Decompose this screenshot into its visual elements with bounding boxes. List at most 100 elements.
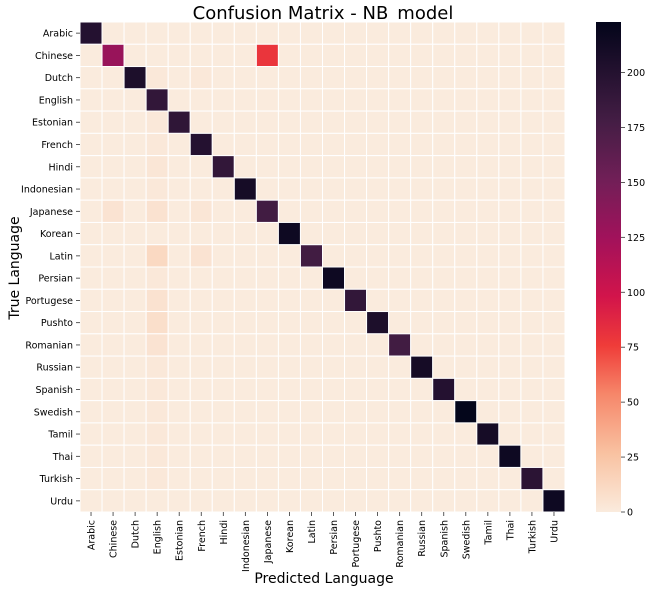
heatmap-cell — [211, 88, 235, 112]
heatmap-cell — [79, 377, 103, 402]
x-axis-title: Predicted Language — [254, 571, 393, 587]
heatmap-cell — [432, 110, 456, 134]
heatmap-cell — [366, 221, 390, 246]
heatmap-cell — [322, 444, 346, 468]
colorbar-tick-label: 25 — [627, 453, 639, 464]
x-tick-label: Russian — [417, 520, 428, 557]
heatmap-cell — [255, 66, 279, 90]
heatmap-cell — [322, 311, 346, 335]
heatmap-cell — [344, 466, 368, 491]
heatmap-cell — [299, 377, 324, 402]
heatmap-cell — [255, 88, 279, 112]
heatmap-cell — [388, 266, 412, 290]
heatmap-cell — [432, 132, 456, 157]
heatmap-cell — [410, 400, 434, 424]
heatmap-cell — [145, 422, 169, 446]
heatmap-cell — [454, 311, 478, 335]
heatmap-cell — [101, 110, 125, 134]
heatmap-cell — [299, 333, 324, 357]
heatmap-cell — [189, 333, 213, 357]
heatmap-cell — [410, 377, 434, 402]
heatmap-cell — [255, 288, 279, 313]
heatmap-cell — [344, 199, 368, 223]
heatmap-cell — [101, 400, 125, 424]
heatmap-cell — [211, 311, 235, 335]
heatmap-cell — [454, 400, 478, 424]
heatmap-cell — [432, 444, 456, 468]
heatmap-cell — [277, 377, 301, 402]
heatmap-cell — [79, 400, 103, 424]
heatmap-cell — [233, 66, 257, 90]
heatmap-cell — [211, 333, 235, 357]
heatmap-cell — [454, 244, 478, 268]
heatmap-cell — [520, 355, 544, 379]
heatmap-cell — [366, 333, 390, 357]
heatmap-cell — [366, 377, 390, 402]
heatmap-cell — [145, 400, 169, 424]
heatmap-cell — [520, 466, 544, 491]
y-tick-label: Indonesian — [21, 185, 73, 196]
heatmap-cell — [366, 422, 390, 446]
heatmap-cell — [167, 155, 191, 179]
heatmap-cell — [79, 466, 103, 491]
heatmap-cell — [388, 199, 412, 223]
heatmap-cell — [167, 221, 191, 246]
heatmap-cell — [277, 132, 301, 157]
heatmap-cell — [233, 221, 257, 246]
y-tick-label: Persian — [38, 274, 73, 285]
heatmap-cell — [388, 177, 412, 201]
heatmap-cell — [167, 400, 191, 424]
heatmap-cell — [101, 221, 125, 246]
heatmap-cell — [145, 489, 169, 513]
heatmap-cell — [167, 66, 191, 90]
heatmap-cell — [344, 88, 368, 112]
heatmap-cell — [299, 110, 324, 134]
heatmap-cell — [167, 110, 191, 134]
x-tick-label: Chinese — [109, 520, 120, 558]
heatmap-cell — [167, 288, 191, 313]
heatmap-cell — [498, 155, 522, 179]
x-tick-labels: Arabic Chinese Dutch English Estonian French H… — [87, 512, 560, 572]
y-tick-label: Swedish — [34, 407, 73, 418]
heatmap-cell — [211, 355, 235, 379]
heatmap-cell — [498, 311, 522, 335]
heatmap-cell — [145, 66, 169, 90]
heatmap-cell — [233, 489, 257, 513]
heatmap-cell — [520, 244, 544, 268]
heatmap-cell — [520, 333, 544, 357]
heatmap-cell — [123, 155, 147, 179]
heatmap-cell — [476, 199, 500, 223]
heatmap-cell — [123, 244, 147, 268]
heatmap-cell — [410, 333, 434, 357]
heatmap-cell — [277, 422, 301, 446]
heatmap-cell — [498, 422, 522, 446]
heatmap-cell — [123, 132, 147, 157]
heatmap-cell — [145, 355, 169, 379]
heatmap-cell — [410, 21, 434, 45]
heatmap-cell — [520, 155, 544, 179]
heatmap-cell — [123, 88, 147, 112]
heatmap-cell — [432, 400, 456, 424]
heatmap-cell — [498, 177, 522, 201]
heatmap-cell — [211, 110, 235, 134]
heatmap-cell — [344, 266, 368, 290]
heatmap-cell — [123, 422, 147, 446]
heatmap-cell — [454, 132, 478, 157]
heatmap-cell — [79, 177, 103, 201]
heatmap-cell — [167, 333, 191, 357]
heatmap-cell — [233, 199, 257, 223]
heatmap-cell — [366, 311, 390, 335]
heatmap-cell — [299, 21, 324, 45]
heatmap-cell — [432, 377, 456, 402]
heatmap-cell — [432, 333, 456, 357]
heatmap-cell — [454, 199, 478, 223]
heatmap-cell — [520, 422, 544, 446]
heatmap-cell — [542, 400, 566, 424]
heatmap-cell — [520, 288, 544, 313]
colorbar-ticks: 0 25 50 75 100 125 150 175 200 — [621, 68, 645, 519]
heatmap-cell — [498, 266, 522, 290]
colorbar-tick-label: 100 — [627, 288, 645, 299]
heatmap-cell — [277, 444, 301, 468]
heatmap-cell — [476, 400, 500, 424]
heatmap-cell — [498, 132, 522, 157]
